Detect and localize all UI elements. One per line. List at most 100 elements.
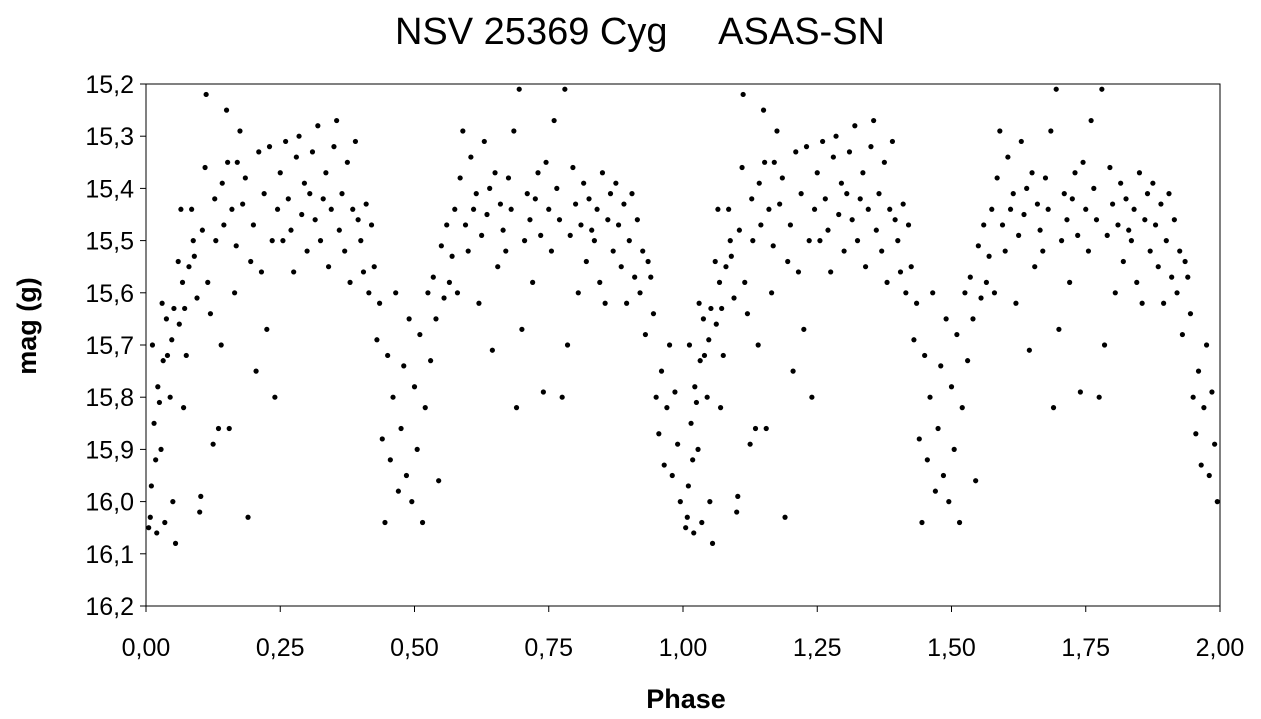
data-point bbox=[296, 133, 302, 139]
data-point bbox=[256, 149, 262, 155]
data-point bbox=[699, 519, 705, 526]
data-point bbox=[532, 196, 538, 202]
data-point bbox=[219, 180, 225, 186]
data-point bbox=[149, 342, 156, 348]
data-point bbox=[376, 300, 383, 306]
data-point bbox=[285, 196, 291, 202]
data-point bbox=[750, 238, 756, 244]
data-point bbox=[232, 290, 238, 296]
data-point bbox=[215, 425, 222, 432]
data-point bbox=[1161, 300, 1167, 306]
data-point bbox=[210, 441, 216, 447]
data-point bbox=[1158, 201, 1164, 207]
data-point bbox=[597, 279, 603, 285]
data-point bbox=[385, 352, 391, 359]
data-point bbox=[857, 196, 863, 202]
data-point bbox=[320, 196, 326, 202]
data-point bbox=[360, 269, 367, 275]
data-point bbox=[645, 258, 651, 265]
data-point bbox=[487, 185, 493, 191]
data-point bbox=[441, 295, 447, 301]
data-point bbox=[197, 509, 203, 515]
data-point bbox=[727, 238, 733, 244]
data-point bbox=[476, 300, 482, 306]
data-point bbox=[198, 493, 204, 499]
y-tick-label: 15,9 bbox=[85, 436, 134, 464]
y-axis-ticks: 15,2 15,3 15,4 15,5 15,6 15,7 15,8 15,9 16,0 16,1… bbox=[85, 71, 146, 621]
data-point bbox=[900, 201, 906, 207]
data-point bbox=[669, 472, 675, 479]
data-point bbox=[946, 499, 952, 505]
data-point bbox=[454, 290, 461, 296]
data-point bbox=[350, 206, 356, 212]
data-point bbox=[1209, 389, 1215, 395]
data-point bbox=[291, 269, 297, 275]
data-point bbox=[1187, 311, 1194, 317]
data-point bbox=[465, 248, 471, 254]
data-point bbox=[895, 238, 901, 244]
data-point bbox=[229, 206, 235, 212]
data-point bbox=[707, 499, 713, 505]
data-point bbox=[213, 238, 219, 244]
data-point bbox=[940, 472, 947, 479]
data-point bbox=[403, 472, 410, 479]
data-point bbox=[1142, 217, 1148, 223]
data-point bbox=[148, 483, 154, 489]
data-point bbox=[752, 425, 759, 432]
y-tick-label: 15,7 bbox=[85, 332, 134, 360]
data-point bbox=[1203, 342, 1210, 348]
data-point bbox=[202, 164, 208, 171]
data-point bbox=[347, 279, 353, 285]
data-point bbox=[358, 238, 364, 244]
data-point bbox=[913, 300, 920, 306]
data-point bbox=[962, 290, 968, 296]
data-point bbox=[428, 358, 434, 364]
data-point bbox=[884, 279, 890, 285]
data-point bbox=[844, 191, 850, 197]
data-point bbox=[540, 389, 546, 395]
data-point bbox=[814, 170, 820, 176]
data-point bbox=[908, 264, 914, 270]
data-point bbox=[919, 519, 925, 526]
data-point bbox=[194, 295, 200, 301]
data-point bbox=[696, 300, 702, 306]
data-point bbox=[1045, 206, 1051, 212]
data-point bbox=[1083, 206, 1089, 212]
data-point bbox=[352, 138, 359, 145]
data-point bbox=[692, 384, 698, 390]
data-point bbox=[1166, 191, 1172, 197]
data-point bbox=[811, 206, 818, 212]
data-point bbox=[261, 191, 267, 197]
data-point bbox=[664, 405, 670, 411]
data-point bbox=[473, 191, 479, 197]
data-point bbox=[1123, 196, 1129, 202]
data-point bbox=[1021, 211, 1027, 218]
data-point bbox=[409, 499, 415, 505]
data-point bbox=[162, 519, 168, 526]
data-point bbox=[283, 138, 289, 145]
data-point bbox=[489, 347, 495, 353]
plot-area-frame bbox=[145, 83, 1221, 607]
data-point bbox=[672, 389, 678, 395]
data-point bbox=[959, 405, 965, 411]
data-point bbox=[690, 457, 696, 463]
data-point bbox=[503, 248, 509, 254]
data-point bbox=[693, 399, 700, 406]
data-point bbox=[905, 222, 912, 228]
data-point bbox=[398, 425, 404, 432]
data-point bbox=[852, 123, 858, 129]
data-point bbox=[770, 243, 776, 249]
data-point bbox=[223, 107, 230, 113]
data-point bbox=[621, 201, 627, 207]
data-point bbox=[266, 144, 273, 150]
x-axis-ticks: 0,00 0,25 0,50 0,75 1,00 1,25 1,50 1,75 2,00 bbox=[122, 606, 1244, 662]
data-point bbox=[817, 238, 823, 244]
data-point bbox=[999, 222, 1006, 228]
data-point bbox=[500, 227, 506, 233]
data-point bbox=[747, 441, 753, 447]
data-point bbox=[573, 201, 579, 207]
data-point bbox=[806, 238, 812, 244]
data-point bbox=[720, 352, 726, 359]
data-point bbox=[344, 159, 350, 165]
data-point bbox=[809, 394, 815, 400]
